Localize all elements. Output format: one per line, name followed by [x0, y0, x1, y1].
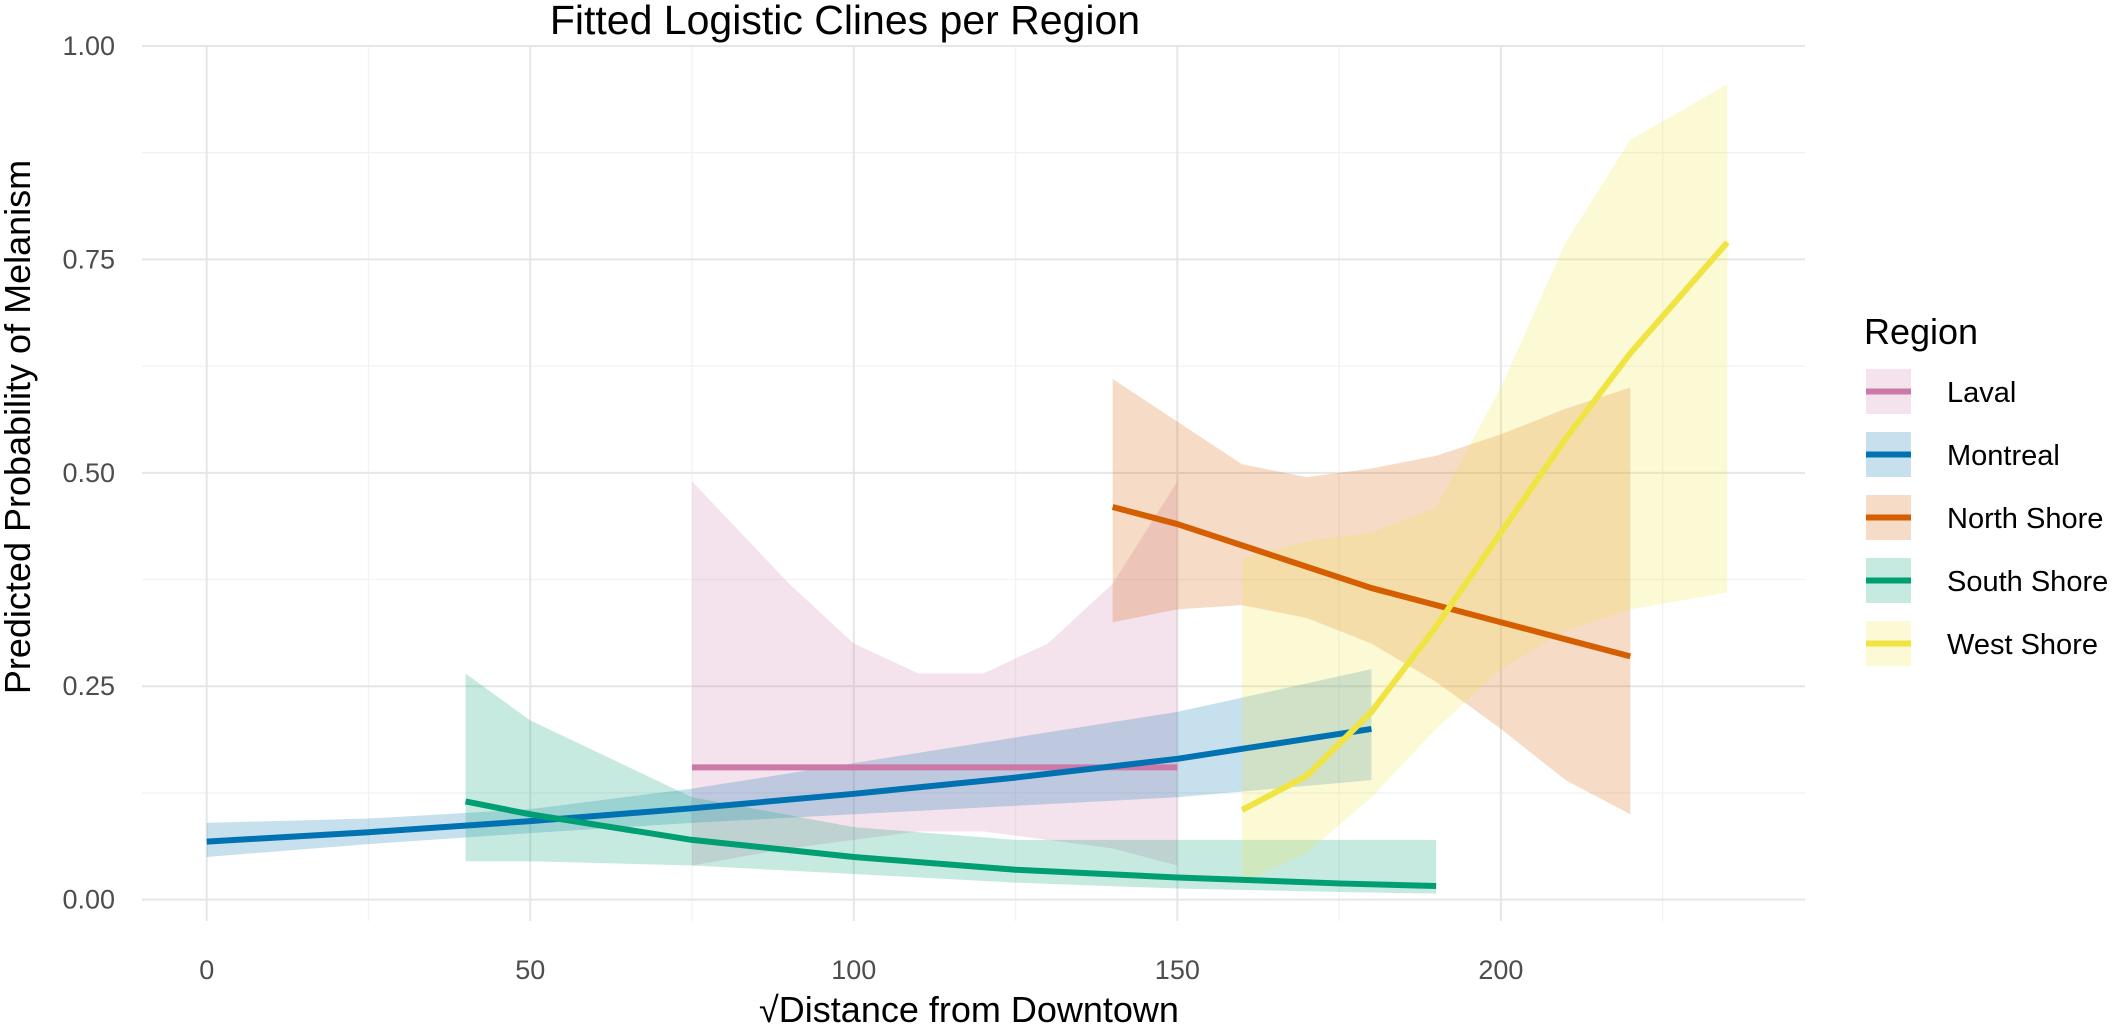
x-tick-label: 50: [515, 955, 545, 985]
ci-band-west-shore: [1242, 84, 1728, 883]
y-tick-label: 0.00: [62, 885, 115, 915]
y-tick-labels: 0.00 0.25 0.50 0.75 1.00: [62, 31, 115, 915]
legend-item-west-shore: West Shore: [1866, 621, 2098, 666]
x-tick-label: 0: [199, 955, 214, 985]
chart-title: Fitted Logistic Clines per Region: [550, 0, 1140, 43]
y-tick-label: 0.25: [62, 671, 115, 701]
y-axis-title: Predicted Probability of Melanism: [0, 160, 38, 694]
legend-title: Region: [1864, 311, 1978, 352]
line-west-shore: [1240, 240, 1730, 813]
ci-band-north-shore: [1112, 378, 1631, 815]
x-axis-title: √Distance from Downtown: [759, 989, 1179, 1028]
minor-gridlines: [142, 46, 1805, 921]
legend-item-laval: Laval: [1866, 369, 2016, 414]
x-tick-label: 150: [1155, 955, 1200, 985]
x-tick-label: 200: [1478, 955, 1523, 985]
legend: Region Laval Montreal North Shore South Sho…: [1864, 311, 2108, 666]
legend-label: Laval: [1947, 377, 2016, 409]
legend-label: Montreal: [1947, 440, 2060, 472]
legend-item-south-shore: South Shore: [1866, 558, 2108, 603]
x-tick-labels: 0 50 100 150 200: [199, 955, 1523, 985]
y-tick-label: 1.00: [62, 31, 115, 61]
legend-item-montreal: Montreal: [1866, 432, 2060, 477]
line-south-shore: [464, 798, 1437, 889]
major-gridlines: [142, 45, 1805, 921]
line-north-shore: [1111, 504, 1632, 660]
legend-label: South Shore: [1947, 566, 2108, 598]
y-tick-label: 0.75: [62, 244, 115, 274]
y-tick-label: 0.50: [62, 458, 115, 488]
fitted-lines: [206, 240, 1730, 889]
line-montreal: [206, 725, 1372, 845]
legend-item-north-shore: North Shore: [1866, 495, 2103, 540]
legend-label: North Shore: [1947, 503, 2103, 535]
legend-label: West Shore: [1947, 629, 2098, 661]
x-tick-label: 100: [831, 955, 876, 985]
